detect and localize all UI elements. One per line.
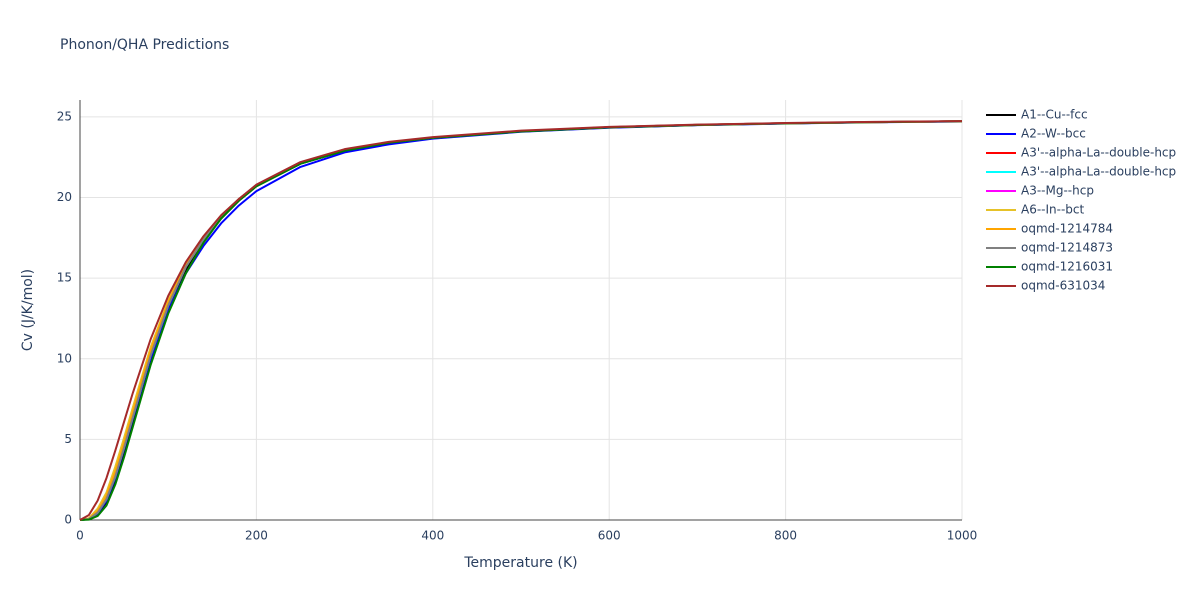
legend-label: A2--W--bcc <box>1021 127 1086 141</box>
chart-title: Phonon/QHA Predictions <box>60 37 229 53</box>
y-tick-label: 5 <box>64 432 72 446</box>
legend-label: A3'--alpha-La--double-hcp <box>1021 146 1176 160</box>
x-axis-title: Temperature (K) <box>463 555 577 571</box>
y-tick-label: 10 <box>57 351 72 365</box>
y-tick-label: 25 <box>57 109 72 123</box>
legend-label: oqmd-1214784 <box>1021 222 1113 236</box>
series-line <box>79 120 963 521</box>
legend-label: A6--In--bct <box>1021 203 1085 217</box>
legend-label: A3'--alpha-La--double-hcp <box>1021 165 1176 179</box>
legend-label: oqmd-1216031 <box>1021 260 1113 274</box>
legend-label: oqmd-631034 <box>1021 279 1105 293</box>
y-axis-title: Cv (J/K/mol) <box>20 269 36 351</box>
x-tick-label: 800 <box>774 529 797 543</box>
x-tick-label: 1000 <box>947 529 978 543</box>
legend-label: oqmd-1214873 <box>1021 241 1113 255</box>
x-tick-label: 600 <box>598 529 621 543</box>
x-tick-label: 400 <box>421 529 444 543</box>
x-tick-label: 0 <box>76 529 84 543</box>
y-tick-label: 20 <box>57 190 72 204</box>
legend-label: A3--Mg--hcp <box>1021 184 1094 198</box>
legend-label: A1--Cu--fcc <box>1021 108 1088 122</box>
y-tick-label: 15 <box>57 271 72 285</box>
y-tick-label: 0 <box>64 513 72 527</box>
x-tick-label: 200 <box>245 529 268 543</box>
